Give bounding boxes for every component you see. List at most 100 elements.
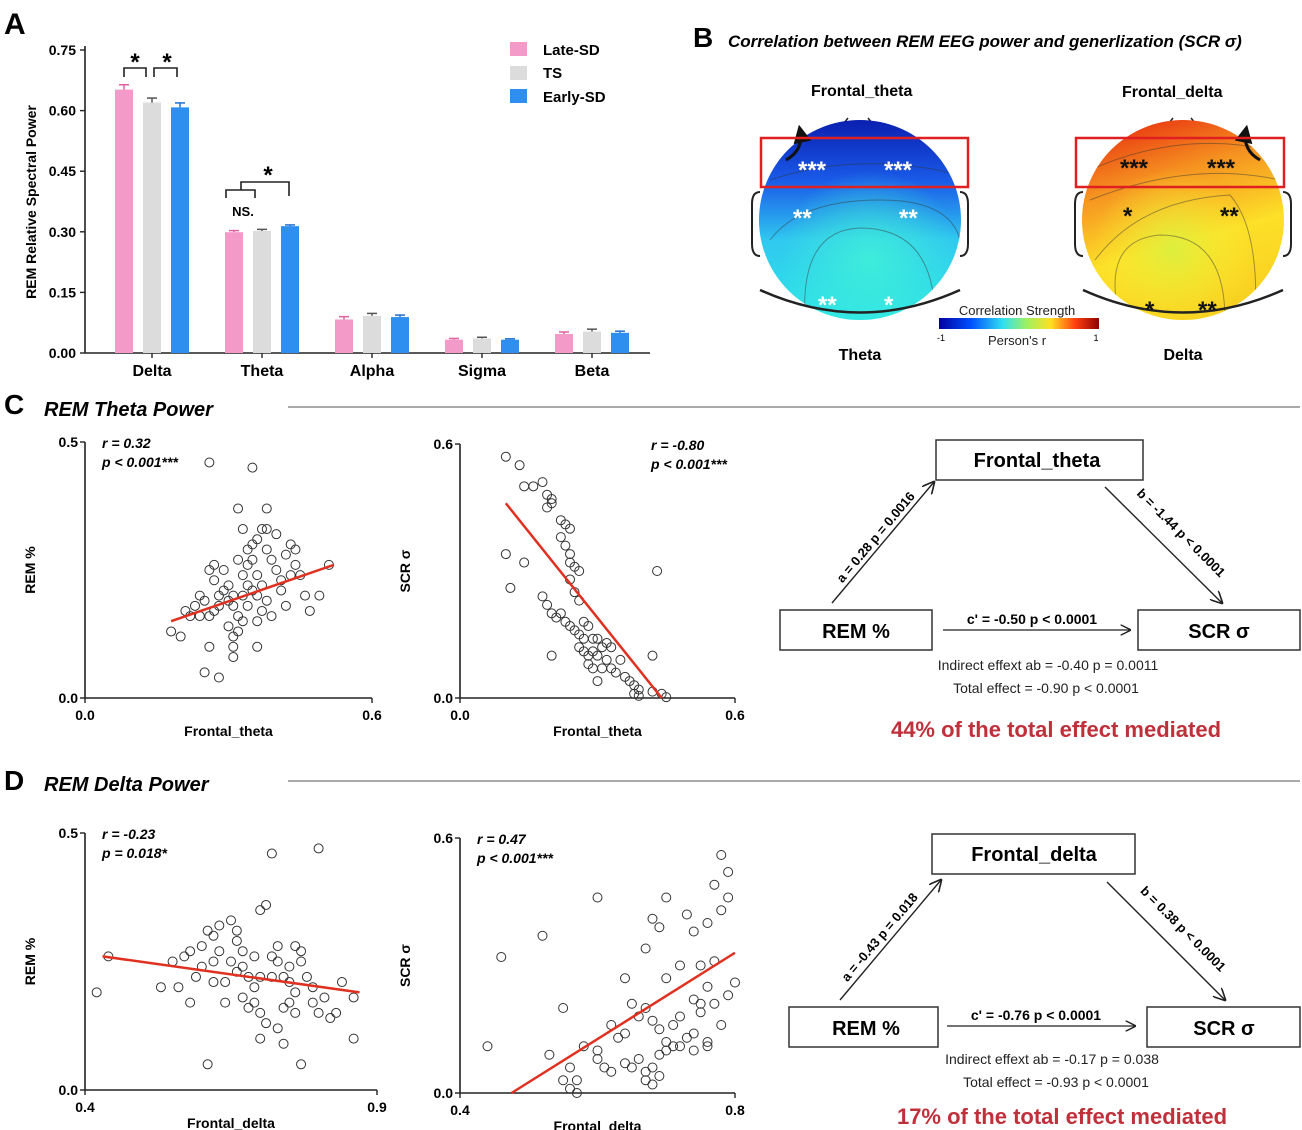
data-point [519,481,530,492]
data-point [313,843,324,854]
data-point [237,961,248,972]
data-point [546,494,557,505]
data-point [290,544,301,555]
bar-ts-delta [143,102,161,354]
data-point [284,997,295,1008]
data-point [233,554,244,565]
bar-late-sd-sigma [445,339,463,353]
section-d-title: REM Delta Power [44,774,210,796]
sig-stars: *** [798,157,827,184]
data-point [194,590,205,601]
data-point [528,481,539,492]
data-point [307,997,318,1008]
panel-label-c: C [4,389,24,420]
data-point [237,524,248,535]
bar-late-sd-beta [555,334,573,353]
data-point [209,575,220,586]
x-tick-label: 0.6 [725,707,745,723]
colorbar-max: 1 [1093,333,1098,343]
data-point [173,982,184,993]
data-point [723,867,734,877]
data-point [204,457,215,468]
sig-bracket-theta-ns [225,189,256,198]
data-point [505,582,516,593]
topomap-delta: Frontal_delta *** *** * ** * ** Delta [1074,84,1292,364]
data-point [300,590,311,601]
bar-chart-relative-power: REM Relative Spectral Power Late-SD TS E… [23,42,650,380]
data-point [231,925,242,936]
predictor-label: REM % [832,1018,900,1040]
sig-stars: ** [899,205,918,232]
indirect-effect: Indirect effext ab = -0.40 p = 0.0011 [938,657,1159,673]
path-c-prime-label: c' = -0.76 p < 0.0001 [971,1007,1101,1023]
data-point [247,539,258,550]
y-tick-label: 0.5 [59,825,79,841]
y-tick-label: 0.30 [49,224,76,240]
data-point [252,570,263,581]
colorbar-gradient [939,318,1099,329]
bar-early-sd-delta [171,107,189,353]
y-axis-label: SCR σ [397,549,413,592]
data-point [237,992,248,1003]
colorbar-title: Correlation Strength [959,303,1075,318]
data-point [565,1083,575,1094]
path-a-arrow [839,880,941,1001]
data-point [285,539,296,550]
predictor-box [779,609,933,651]
data-point [500,451,511,462]
data-point [537,930,548,941]
sig-stars: ** [1198,297,1217,324]
y-axis-label: REM % [22,546,38,594]
bar-late-sd-delta [115,89,133,353]
data-point [296,1059,307,1070]
data-point [496,952,507,962]
data-point [280,549,291,560]
left-ear-icon [1074,191,1084,257]
scatter-plot-2: 0.0 0.6 0.0 0.6 Frontal_theta SCR σ r = -0.80 p… [397,436,745,739]
frontal-roi-box-theta [759,136,970,189]
path-c-prime-label: c' = -0.50 p < 0.0001 [967,611,1097,627]
data-point [166,626,177,637]
bar-early-sd-alpha [391,317,409,353]
sig-stars: ** [1220,203,1239,230]
data-point [654,1049,665,1060]
data-point [668,1041,679,1052]
data-point [290,1007,301,1018]
sig-stars: ** [793,205,812,232]
data-point [331,1007,342,1018]
data-point [247,554,258,565]
data-point [319,992,330,1003]
data-point [266,848,277,859]
data-point [606,1066,617,1077]
data-point [233,611,244,622]
data-point [519,557,530,568]
x-tick-label: Beta [575,363,610,380]
data-point [633,1054,644,1064]
bar-late-sd-theta [225,232,243,353]
outcome-label: SCR σ [1188,621,1250,643]
data-point [199,595,210,606]
data-point [204,611,215,622]
outcome-label: SCR σ [1193,1018,1255,1040]
data-point [202,925,213,936]
curved-arrow-icon [1234,124,1261,162]
data-point [348,1033,359,1044]
data-point [601,654,612,665]
data-point [218,565,229,575]
data-point [599,1062,610,1073]
data-point [301,971,312,982]
outcome-box [1137,609,1301,651]
theta-scalp-center [759,120,961,320]
mediated-percent: 17% of the total effect mediated [897,1104,1227,1129]
legend-swatch-late-sd [510,42,527,56]
total-effect: Total effect = -0.90 p < 0.0001 [953,680,1139,696]
data-point [261,503,272,514]
data-point [202,1059,213,1070]
data-point [204,641,215,652]
data-point [249,982,260,993]
bar-ts-theta [253,230,271,353]
legend: Late-SD TS Early-SD [510,42,606,106]
data-point [242,544,253,555]
y-tick-label: 0.0 [59,690,79,706]
data-point [266,611,277,622]
